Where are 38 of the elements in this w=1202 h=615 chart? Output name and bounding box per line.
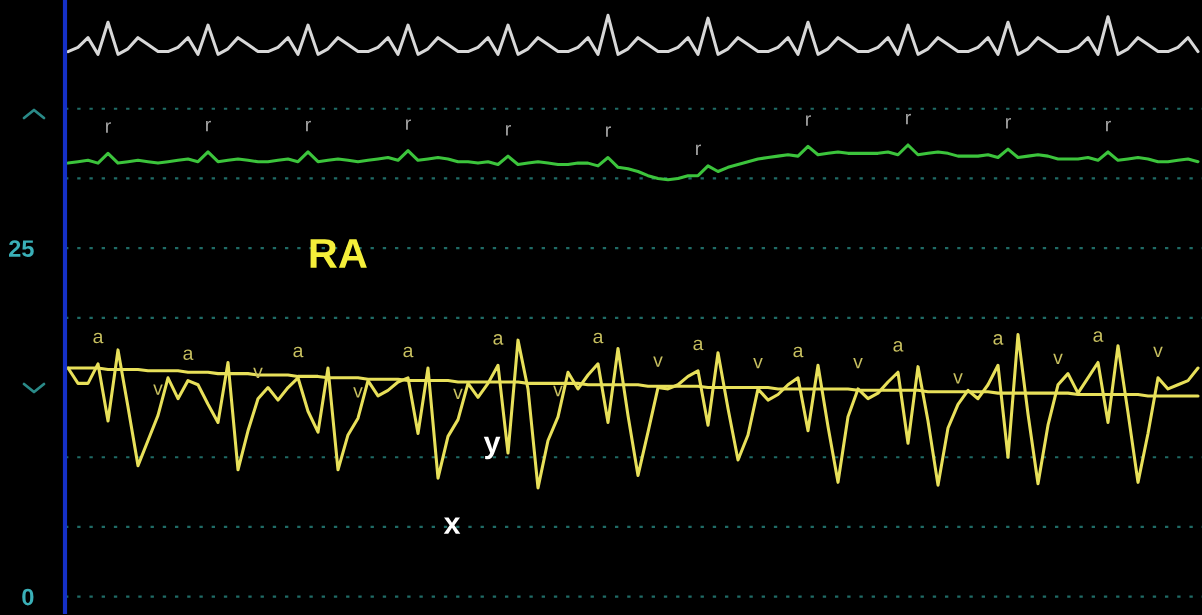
data-label: r — [696, 144, 701, 155]
data-label: r — [106, 122, 111, 133]
data-label: v — [553, 385, 563, 397]
data-label: r — [806, 115, 811, 126]
data-label: v — [1153, 346, 1163, 358]
data-label: y — [483, 436, 501, 460]
data-label: v — [653, 356, 663, 367]
data-label: a — [183, 349, 194, 361]
data-label: a — [893, 341, 904, 352]
data-label: a — [593, 332, 604, 344]
data-label: r — [206, 120, 211, 132]
data-label: v — [753, 357, 763, 369]
data-label: a — [293, 346, 304, 358]
y-tick-label: 25 — [9, 240, 34, 257]
data-label: v — [253, 367, 263, 378]
data-label: r — [406, 119, 411, 130]
y-tick-label: 0 — [22, 588, 34, 606]
annotation: RA — [310, 239, 367, 268]
data-label: v — [153, 384, 163, 395]
data-label: r — [906, 113, 911, 125]
data-label: v — [953, 373, 963, 384]
data-label: a — [793, 346, 804, 358]
data-label: r — [606, 126, 611, 137]
data-label: a — [1093, 331, 1104, 342]
data-label: v — [453, 388, 463, 399]
data-label: a — [93, 332, 104, 344]
data-label: r — [506, 124, 511, 136]
data-label: r — [1006, 118, 1011, 129]
data-label: v — [1053, 353, 1063, 365]
data-label: v — [353, 387, 363, 398]
data-label: x — [443, 517, 461, 534]
data-label: v — [853, 357, 863, 369]
data-label: a — [993, 334, 1004, 345]
data-label: a — [403, 346, 414, 358]
data-label: r — [1106, 120, 1111, 132]
data-label: a — [493, 334, 504, 345]
data-label: a — [693, 339, 704, 351]
data-label: r — [306, 120, 311, 132]
